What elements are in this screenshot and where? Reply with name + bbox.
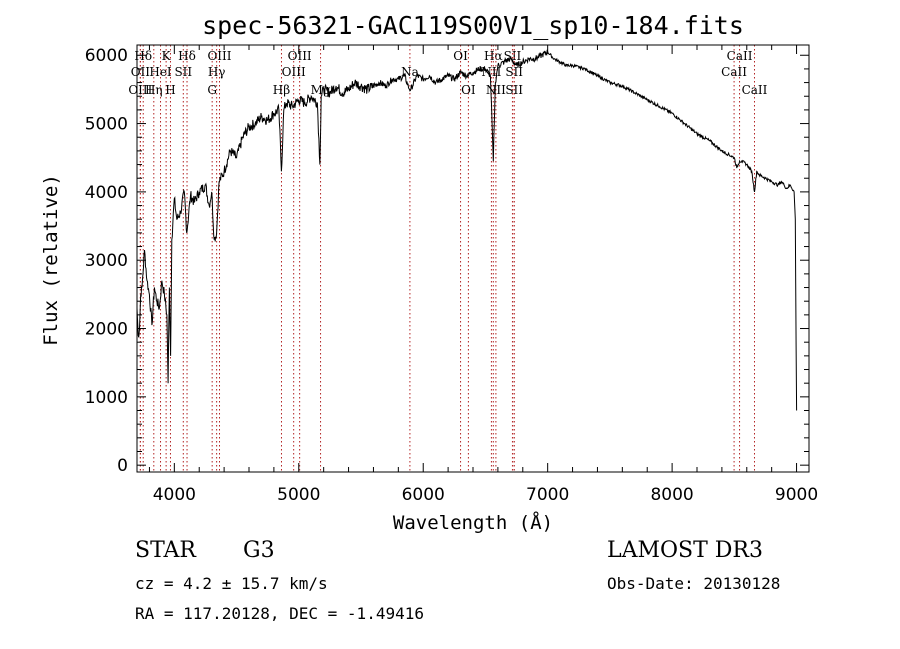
spectrum-chart: spec-56321-GAC119S00V1_sp10-184.fits Hδ O… — [40, 11, 818, 534]
marker-label-7: H — [165, 83, 175, 97]
marker-label-18: OI — [461, 83, 476, 97]
marker-label-10: Hγ — [208, 65, 226, 79]
y-tick-label-2000: 2000 — [85, 320, 128, 340]
marker-label-3: K — [162, 49, 172, 63]
marker-label-25: CaII — [727, 49, 753, 63]
x-tick-label-8000: 8000 — [650, 485, 693, 505]
series-line-flux — [136, 49, 798, 411]
x-tick-label-7000: 7000 — [526, 485, 569, 505]
y-axis-label: Flux (relative) — [40, 174, 62, 346]
marker-label-23: SII — [505, 65, 523, 79]
x-axis-label: Wavelength (Å) — [393, 511, 553, 534]
plot-frame — [136, 44, 810, 473]
marker-label-14: OIII — [282, 65, 306, 79]
y-tick-label-0: 0 — [117, 456, 128, 476]
marker-label-8: Hδ — [178, 49, 196, 63]
y-tick-label-1000: 1000 — [85, 388, 128, 408]
obs-date-text: Obs-Date: 20130128 — [607, 574, 781, 593]
marker-label-5: Hη — [145, 83, 163, 97]
x-tick-label-9000: 9000 — [775, 485, 818, 505]
y-tick-label-3000: 3000 — [85, 251, 128, 271]
marker-label-9: OIII — [207, 49, 231, 63]
y-tick-label-4000: 4000 — [85, 183, 128, 203]
marker-label-6: SII — [174, 65, 192, 79]
marker-label-2: OIII — [128, 83, 152, 97]
marker-label-21: NII — [486, 83, 506, 97]
marker-label-24: SII — [505, 83, 523, 97]
axis-ticks: 4000 5000 6000 7000 8000 9000 0 1000 2000 3000 400… — [85, 45, 818, 505]
marker-label-13: OIII — [288, 49, 312, 63]
x-tick-label-5000: 5000 — [277, 485, 320, 505]
marker-label-12: Hβ — [273, 83, 290, 97]
redshift-text: cz = 4.2 ± 15.7 km/s — [135, 574, 328, 593]
marker-label-19: Hα — [484, 49, 503, 63]
marker-label-11: G — [207, 83, 217, 97]
marker-label-17: OI — [453, 49, 468, 63]
marker-label-4: HeI — [149, 65, 172, 79]
marker-label-0: Hδ — [134, 49, 152, 63]
x-tick-label-6000: 6000 — [402, 485, 445, 505]
object-class: STAR — [135, 538, 196, 563]
chart-title: spec-56321-GAC119S00V1_sp10-184.fits — [202, 11, 744, 40]
object-subclass: G3 — [243, 538, 275, 563]
x-tick-label-4000: 4000 — [153, 485, 196, 505]
coordinates-text: RA = 117.20128, DEC = -1.49416 — [135, 604, 424, 623]
y-tick-label-5000: 5000 — [85, 115, 128, 135]
survey-label: LAMOST DR3 — [607, 538, 763, 563]
y-tick-label-6000: 6000 — [85, 46, 128, 66]
marker-label-27: CaII — [742, 83, 768, 97]
marker-label-26: CaII — [721, 65, 747, 79]
marker-label-1: OII — [131, 65, 151, 79]
